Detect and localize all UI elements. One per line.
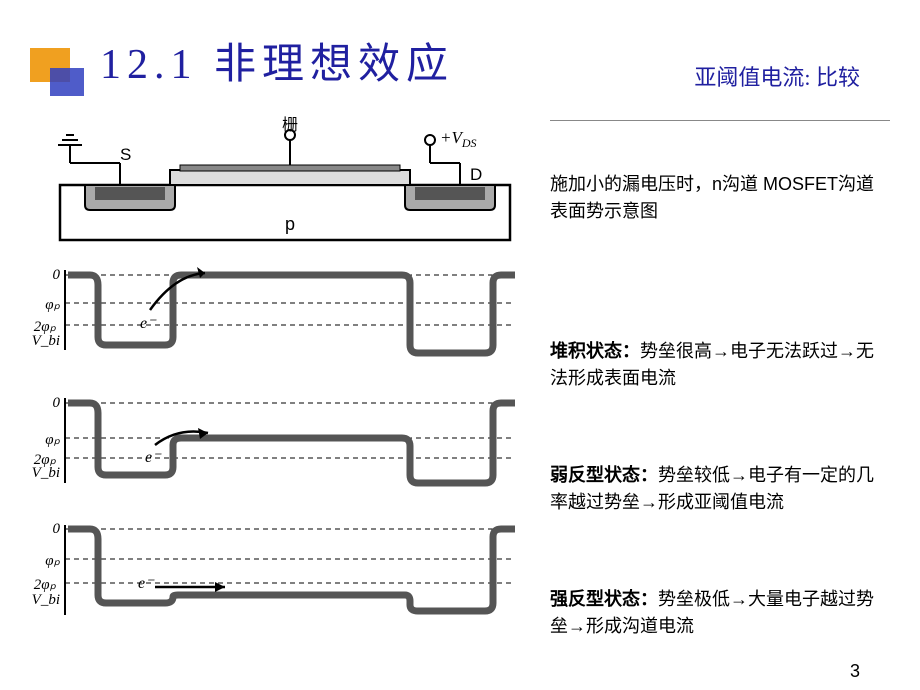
band-diagram-weak-inversion: 0 φₚ 2φₚ V_bi e⁻ [30, 385, 520, 515]
slide-content: 栅 +VDS S D [30, 115, 890, 680]
svg-text:S: S [120, 145, 131, 164]
divider [550, 120, 890, 121]
svg-text:+VDS: +VDS [440, 128, 477, 150]
page-number: 3 [850, 661, 860, 682]
descriptions-column: 施加小的漏电压时，n沟道 MOSFET沟道表面势示意图 堆积状态：势垒很高→电子… [520, 115, 890, 680]
weak-inversion-description: 弱反型状态：势垒较低→电子有一定的几率越过势垒→形成亚阈值电流 [550, 462, 890, 516]
slide-header: 12.1 非理想效应 亚阈值电流: 比较 [40, 20, 880, 91]
svg-text:D: D [470, 165, 482, 184]
slide-title: 12.1 非理想效应 [100, 30, 454, 91]
mosfet-cross-section: 栅 +VDS S D [30, 115, 520, 255]
strong-inversion-description: 强反型状态：势垒极低→大量电子越过势垒→形成沟道电流 [550, 586, 890, 640]
svg-text:栅: 栅 [282, 116, 298, 134]
svg-text:p: p [285, 214, 295, 234]
mosfet-description: 施加小的漏电压时，n沟道 MOSFET沟道表面势示意图 [550, 171, 890, 225]
diagrams-column: 栅 +VDS S D [30, 115, 520, 680]
slide-subtitle: 亚阈值电流: 比较 [694, 60, 860, 92]
accumulation-description: 堆积状态：势垒很高→电子无法跃过→无法形成表面电流 [550, 338, 890, 392]
band-diagram-accumulation: 0 φₚ 2φₚ V_bi e⁻ [30, 255, 520, 385]
band-diagram-strong-inversion: 0 φₚ 2φₚ V_bi e⁻ [30, 515, 520, 635]
